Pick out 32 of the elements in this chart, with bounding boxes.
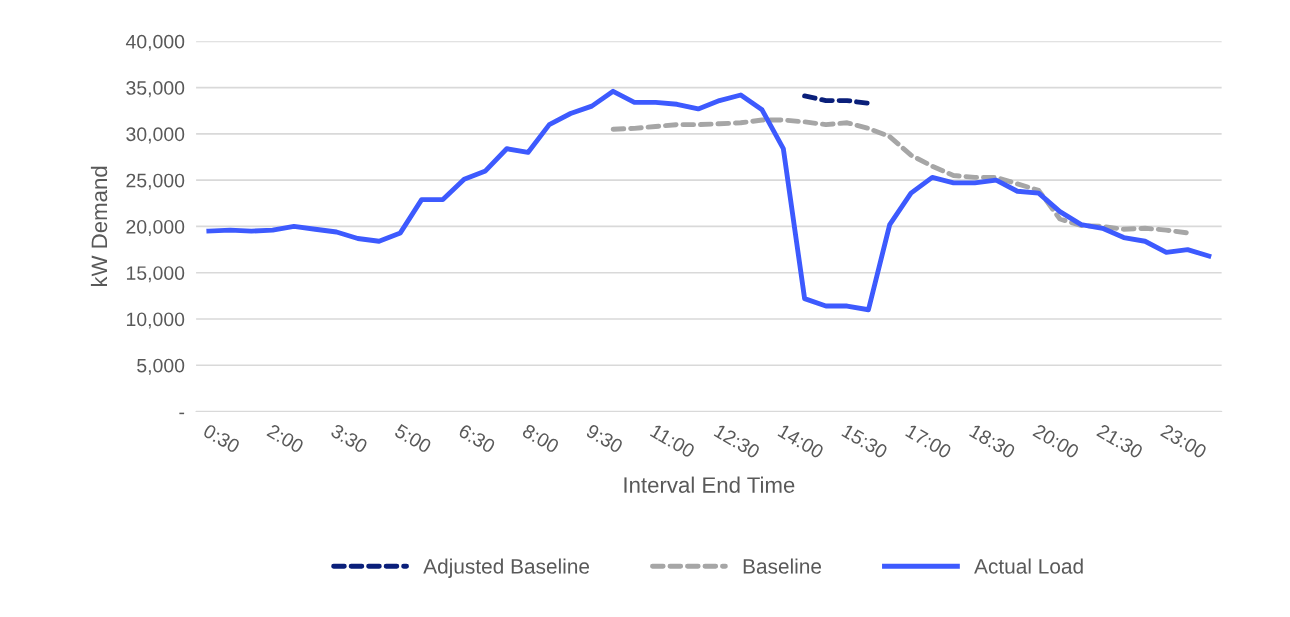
x-tick-label: 21:30 bbox=[1096, 423, 1144, 459]
x-tick-label: 14:00 bbox=[777, 423, 825, 459]
x-tick-label: 20:00 bbox=[1032, 423, 1080, 459]
x-tick-label: 5:00 bbox=[393, 423, 433, 454]
y-tick-label: 35,000 bbox=[126, 81, 185, 98]
x-tick-label: 23:00 bbox=[1160, 423, 1208, 459]
y-tick-label: 15,000 bbox=[126, 266, 185, 283]
x-tick-label: 3:30 bbox=[330, 423, 369, 454]
x-tick-label: 17:00 bbox=[905, 423, 953, 459]
y-tick-label: 10,000 bbox=[126, 312, 185, 329]
legend-label: Adjusted Baseline bbox=[423, 558, 590, 578]
legend-label: Actual Load bbox=[974, 558, 1083, 574]
x-tick-label: 8:00 bbox=[521, 423, 560, 454]
line-series bbox=[610, 117, 1191, 236]
y-tick-label: 40,000 bbox=[125, 34, 185, 51]
y-tick-label: 20,000 bbox=[126, 219, 185, 236]
y-tick-label: 25,000 bbox=[126, 173, 185, 190]
x-tick-label: 0:30 bbox=[202, 423, 241, 454]
x-tick-label: 12:30 bbox=[713, 423, 761, 459]
x-tick-label: 9:30 bbox=[585, 423, 624, 454]
line-series bbox=[206, 88, 1212, 313]
x-tick-label: 18:30 bbox=[968, 423, 1017, 459]
y-tick-label: - bbox=[179, 412, 185, 415]
x-tick-label: 11:00 bbox=[649, 423, 696, 459]
x-tick-label: 6:30 bbox=[457, 423, 497, 454]
x-tick-label: 15:30 bbox=[841, 423, 889, 459]
x-tick-label: 2:00 bbox=[266, 423, 305, 454]
y-tick-label: 30,000 bbox=[126, 127, 185, 144]
x-axis-title: Interval End Time bbox=[624, 476, 795, 493]
y-axis-title: kW Demand bbox=[90, 166, 108, 287]
legend-label: Baseline bbox=[743, 558, 822, 574]
y-tick-label: 5,000 bbox=[137, 358, 185, 375]
